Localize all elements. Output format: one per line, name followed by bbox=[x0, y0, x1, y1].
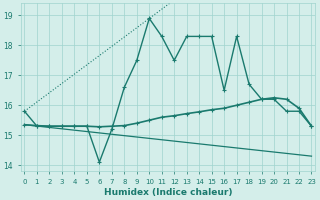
X-axis label: Humidex (Indice chaleur): Humidex (Indice chaleur) bbox=[104, 188, 232, 197]
